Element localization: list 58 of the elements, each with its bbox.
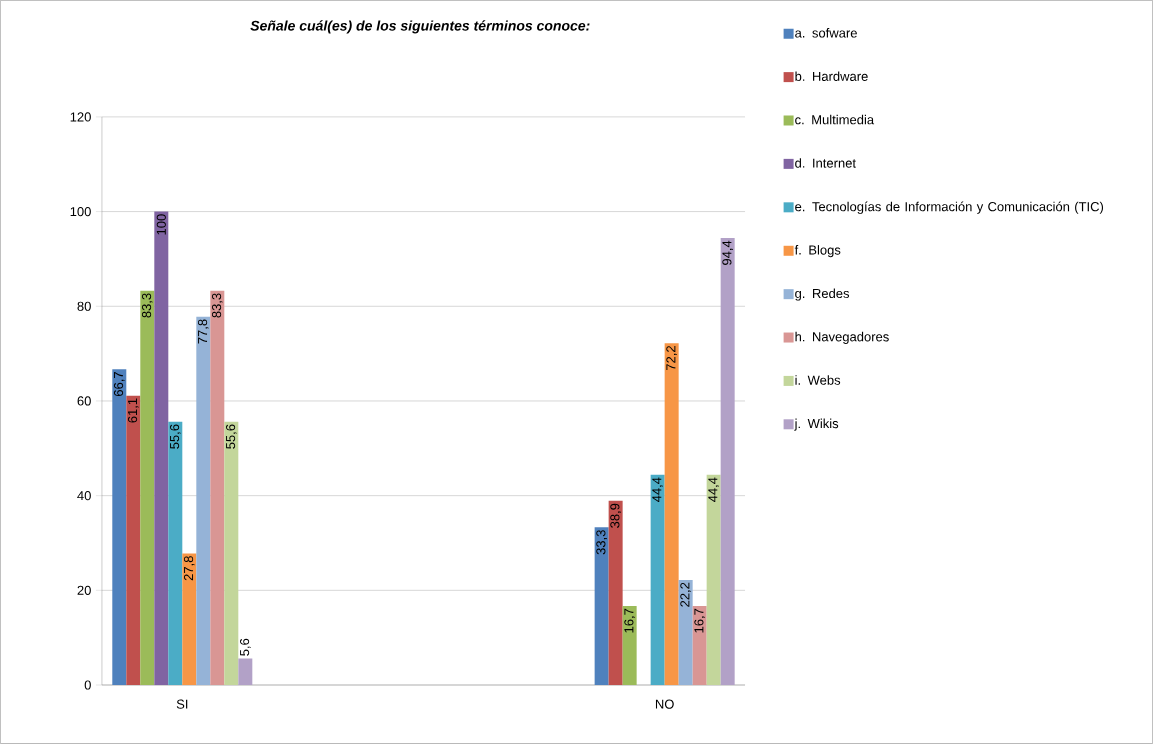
bar bbox=[112, 369, 127, 686]
y-tick-label: 60 bbox=[77, 396, 91, 406]
bar bbox=[168, 421, 183, 686]
data-label: 72,2 bbox=[666, 346, 678, 371]
x-tick-label: SI bbox=[176, 699, 188, 709]
legend-label: h. Navegadores bbox=[795, 331, 889, 344]
bar bbox=[720, 238, 735, 686]
legend-label: f. Blogs bbox=[794, 245, 841, 258]
data-label: 44,4 bbox=[652, 477, 663, 503]
data-label: 100 bbox=[156, 214, 166, 235]
bar bbox=[210, 290, 225, 686]
legend-label: e. Tecnologías de Información y Comunicación (TIC) bbox=[795, 201, 1104, 214]
data-label: 33,3 bbox=[596, 530, 607, 555]
data-label: 83,3 bbox=[141, 293, 153, 318]
bar bbox=[650, 474, 665, 686]
data-label: 16,7 bbox=[624, 608, 636, 633]
bar bbox=[622, 605, 637, 686]
legend-label: a. sofware bbox=[795, 28, 857, 38]
data-label: 77,8 bbox=[197, 319, 209, 344]
bar bbox=[706, 474, 721, 686]
bar bbox=[140, 290, 155, 686]
bar bbox=[182, 553, 197, 686]
data-label: 61,1 bbox=[127, 398, 139, 423]
data-label: 27,8 bbox=[183, 556, 195, 581]
data-label: 5,6 bbox=[239, 638, 251, 656]
y-tick-label: 40 bbox=[77, 491, 91, 501]
legend-label: g. Redes bbox=[795, 288, 850, 301]
data-label: 22,2 bbox=[680, 582, 692, 607]
data-label: 44,4 bbox=[708, 477, 719, 503]
bar bbox=[238, 658, 253, 686]
data-label: 38,9 bbox=[610, 503, 622, 528]
data-label: 83,3 bbox=[211, 293, 223, 318]
bar bbox=[196, 316, 211, 686]
legend-label: j. Wikis bbox=[794, 418, 839, 431]
legend-label: c. Multimedia bbox=[795, 114, 875, 125]
legend-label: d. Internet bbox=[795, 158, 856, 168]
chart-title: Señale cuál(es) de los siguientes términos conoce: bbox=[250, 20, 590, 34]
legend-label: b. Hardware bbox=[795, 71, 868, 82]
y-tick-label: 100 bbox=[70, 207, 91, 217]
bar bbox=[154, 211, 169, 686]
data-label: 55,6 bbox=[169, 424, 181, 449]
bar bbox=[608, 500, 623, 686]
y-tick-label: 0 bbox=[84, 680, 91, 690]
y-tick-label: 80 bbox=[77, 301, 91, 311]
bar bbox=[678, 579, 693, 686]
bar bbox=[126, 395, 141, 686]
x-tick-label: NO bbox=[655, 699, 674, 709]
data-label: 55,6 bbox=[225, 424, 237, 449]
bar bbox=[224, 421, 239, 686]
data-label: 94,4 bbox=[722, 240, 734, 266]
data-label: 66,7 bbox=[113, 372, 125, 397]
bar bbox=[594, 527, 609, 686]
bar bbox=[692, 605, 707, 686]
legend-label: i. Webs bbox=[795, 375, 841, 385]
data-label: 16,7 bbox=[694, 608, 706, 633]
bar bbox=[664, 343, 679, 686]
y-tick-label: 20 bbox=[77, 585, 91, 595]
y-tick-label: 120 bbox=[70, 112, 91, 122]
